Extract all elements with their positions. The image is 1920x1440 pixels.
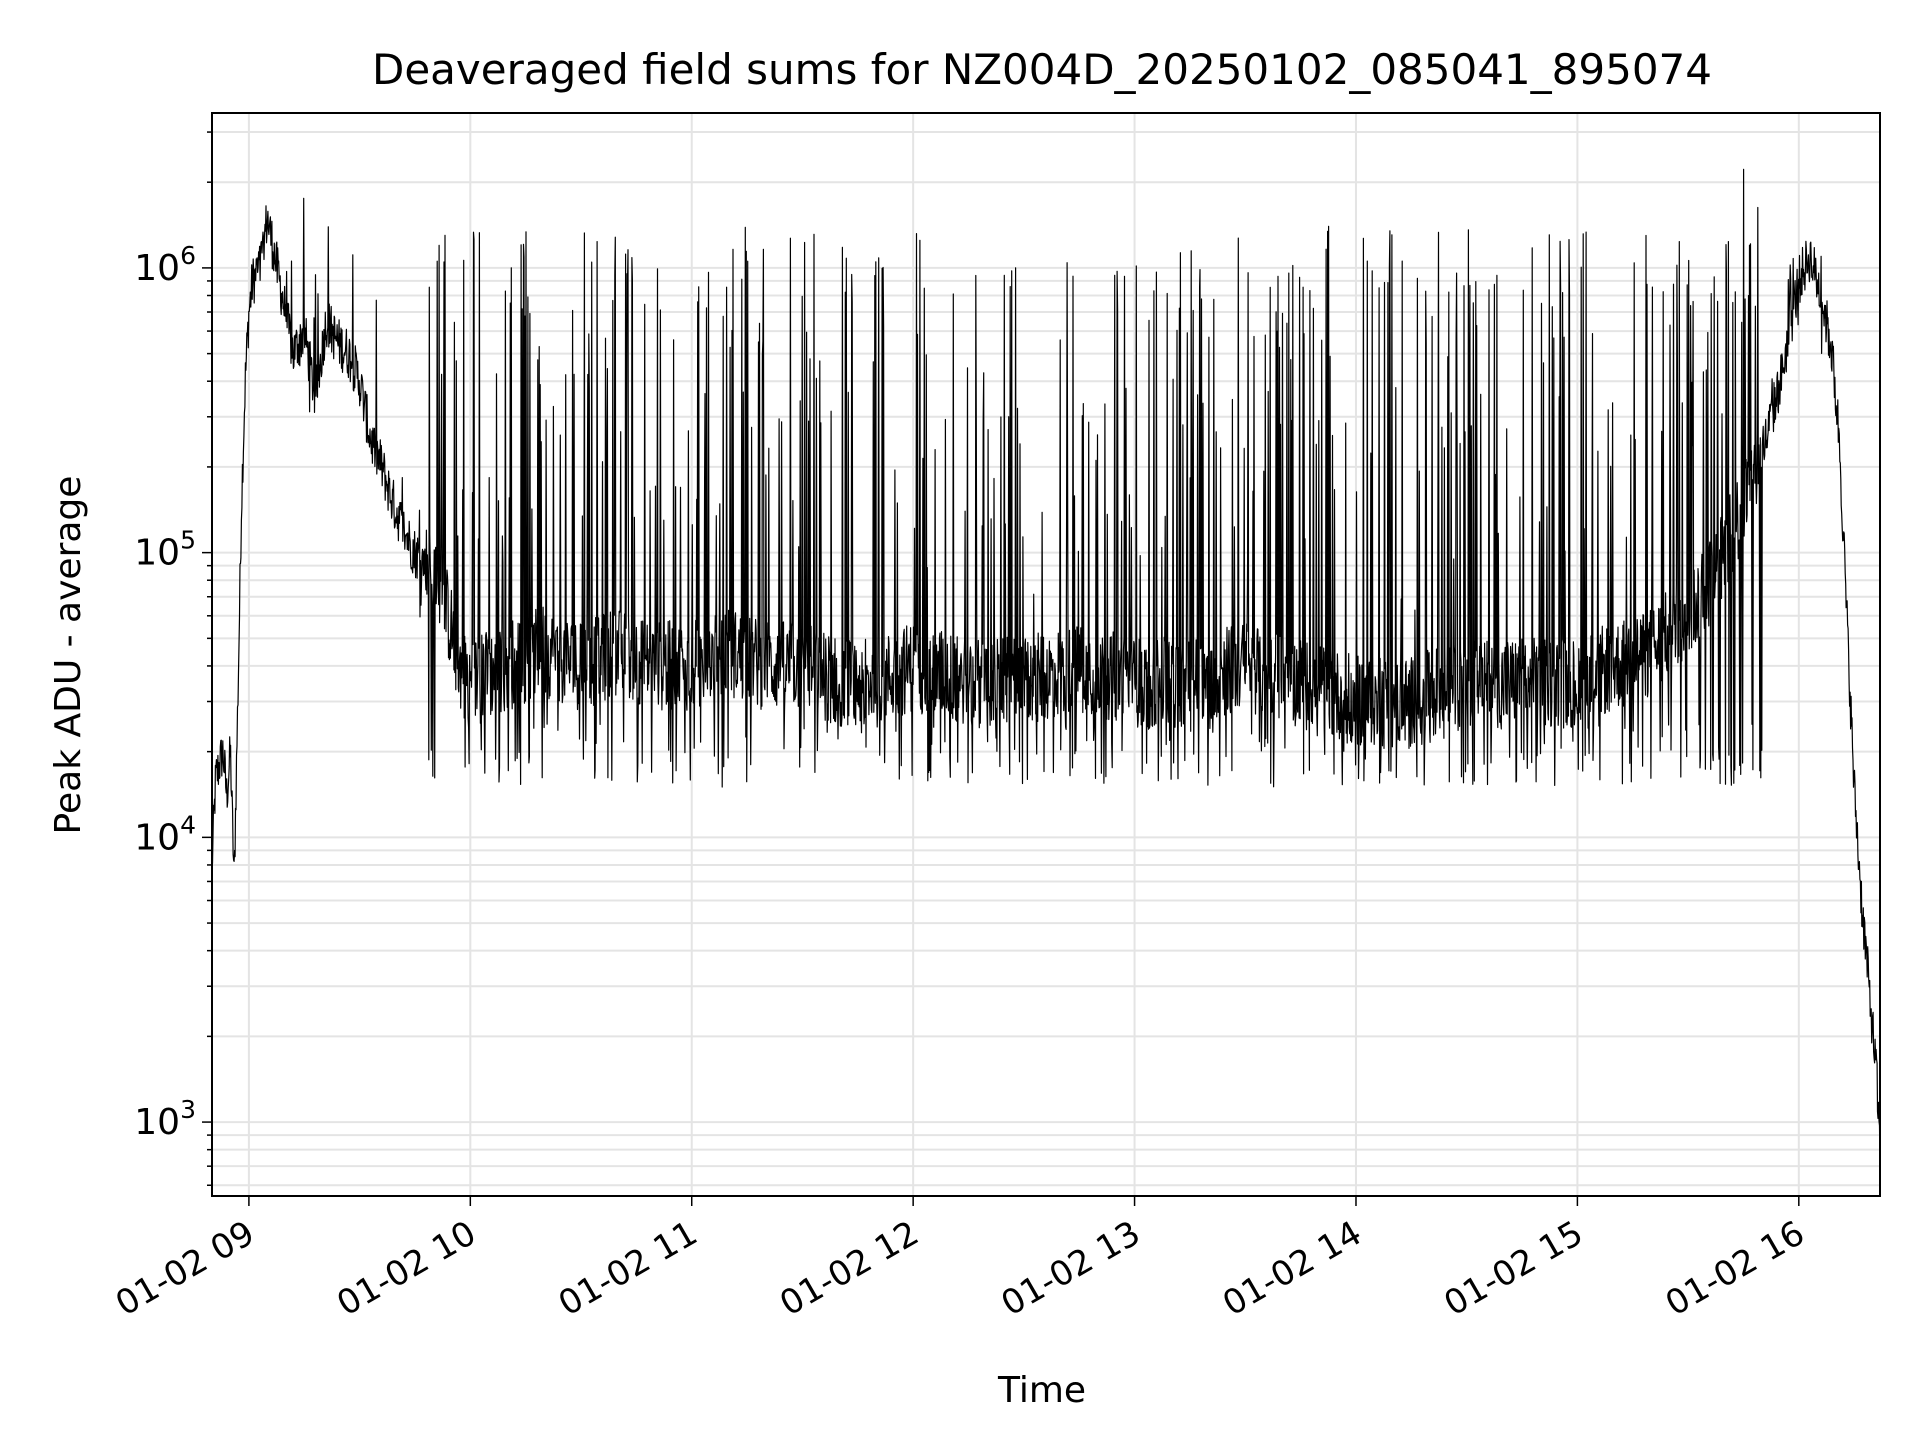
y-tick-exponent: 4 xyxy=(180,810,196,839)
x-tick-label: 01-02 09 xyxy=(109,1213,261,1324)
x-tick-label: 01-02 16 xyxy=(1659,1213,1811,1324)
x-tick-label: 01-02 12 xyxy=(773,1213,925,1324)
x-tick-label: 01-02 13 xyxy=(995,1213,1147,1324)
x-tick-label: 01-02 10 xyxy=(330,1213,482,1324)
series-line xyxy=(211,168,1881,1171)
y-tick-base: 10 xyxy=(134,533,180,574)
x-tick-label: 01-02 11 xyxy=(552,1213,704,1324)
plot-series-group xyxy=(211,168,1881,1171)
y-tick-base: 10 xyxy=(134,1102,180,1143)
x-tick-label: 01-02 15 xyxy=(1438,1213,1590,1324)
y-tick-label: 104 xyxy=(134,810,196,858)
x-axis-ticks: 01-02 09 01-02 10 01-02 11 01-02 12 01-02 13… xyxy=(109,1196,1811,1324)
x-axis-label: Time xyxy=(997,1370,1086,1411)
y-tick-exponent: 5 xyxy=(180,526,196,555)
axes-frame xyxy=(211,112,1881,1197)
y-tick-base: 10 xyxy=(134,248,180,289)
y-tick-base: 10 xyxy=(134,817,180,858)
y-tick-exponent: 6 xyxy=(180,241,196,270)
y-tick-label: 106 xyxy=(134,241,196,289)
chart-title: Deaveraged field sums for NZ004D_2025010… xyxy=(372,45,1712,94)
y-tick-label: 105 xyxy=(134,526,196,574)
x-tick-label: 01-02 14 xyxy=(1216,1213,1368,1324)
grid-lines xyxy=(212,113,1880,1196)
y-axis-label: Peak ADU - average xyxy=(48,476,89,835)
y-tick-label: 103 xyxy=(134,1095,196,1143)
y-tick-exponent: 3 xyxy=(180,1095,196,1124)
